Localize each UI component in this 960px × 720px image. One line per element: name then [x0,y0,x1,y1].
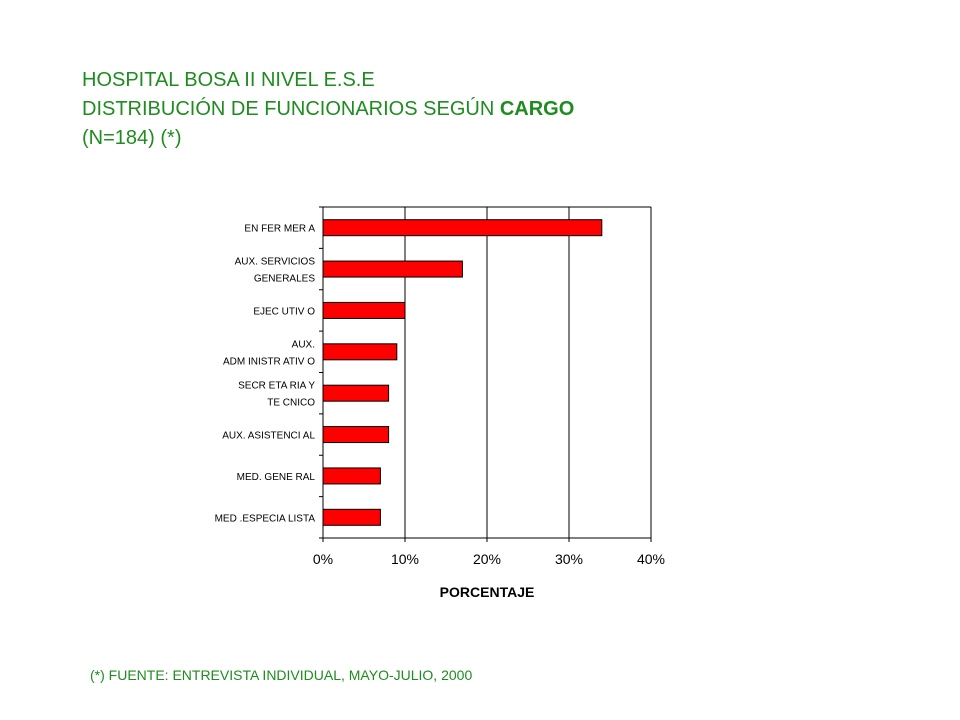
source-footnote: (*) FUENTE: ENTREVISTA INDIVIDUAL, MAYO-… [90,667,473,683]
category-label-1: EN FER MER A [244,224,315,235]
x-tick-label-2: 10% [391,551,419,567]
bar-4 [322,343,398,361]
grid-lines [404,207,652,538]
bar-3 [322,301,406,319]
x-tick-label-5: 40% [637,551,665,567]
x-axis-title: PORCENTAJE [440,584,535,600]
bar-6 [322,426,390,444]
x-tick-label-4: 30% [555,551,583,567]
bar-7 [322,467,381,485]
bar-1 [322,219,603,237]
category-label-4-line-1: AUX. [292,339,315,350]
category-label-8: MED .ESPECIA LISTA [215,513,316,524]
title-line-2: DISTRIBUCIÓN DE FUNCIONARIOS SEGÚN CARGO [82,95,574,124]
title-line-1: HOSPITAL BOSA II NIVEL E.S.E [82,69,375,91]
x-tick-label-1: 0% [313,551,333,567]
x-tick-label-3: 20% [473,551,501,567]
title-line-2-prefix: DISTRIBUCIÓN DE FUNCIONARIOS SEGÚN [82,98,500,120]
axes [319,206,652,542]
category-label-7: MED. GENE RAL [237,472,316,483]
category-label-6: AUX. ASISTENCI AL [222,431,315,442]
bar-2 [322,260,463,278]
category-label-3: EJEC UTIV O [253,306,315,317]
title-line-2-bold: CARGO [499,98,575,120]
category-label-5-line-1: SECR ETA RIA Y [238,381,315,392]
bar-chart: EN FER MER A AUX. SERVICIOS GENERALES EJEC … [215,206,665,600]
category-label-4-line-2: ADM INISTR ATIV O [223,356,315,367]
category-label-2-line-2: GENERALES [254,274,315,285]
bar-8 [322,508,381,526]
category-label-5-line-2: TE CNICO [267,398,315,409]
title-line-3: (N=184) (*) [82,127,182,149]
category-labels: EN FER MER A AUX. SERVICIOS GENERALES EJEC … [215,224,316,525]
chart-title-block: HOSPITAL BOSA II NIVEL E.S.E DISTRIBUCIÓ… [82,66,574,153]
x-tick-labels: 0% 10% 20% 30% 40% [313,551,665,567]
bars [322,219,603,526]
category-label-2-line-1: AUX. SERVICIOS [235,257,316,268]
bar-5 [322,384,390,402]
